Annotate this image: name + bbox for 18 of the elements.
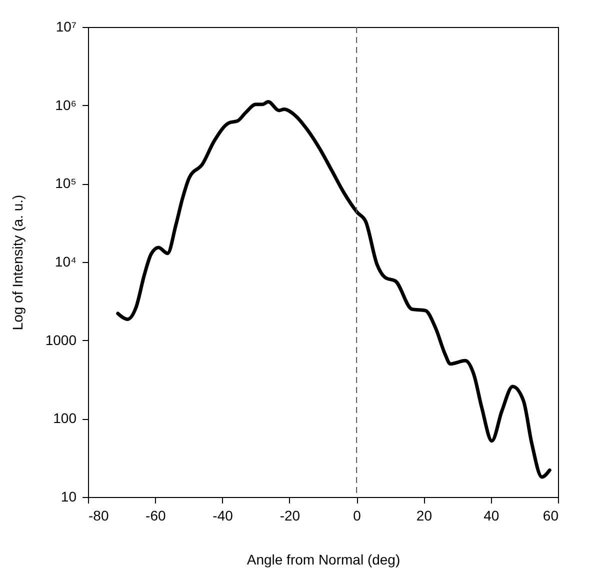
line-series bbox=[116, 100, 552, 479]
y-tick-label: 10 bbox=[60, 488, 77, 504]
y-tick-label: 100 bbox=[53, 410, 77, 426]
x-tick-label: -20 bbox=[280, 508, 300, 524]
y-tick-label: 10⁵ bbox=[55, 175, 76, 192]
x-tick-label: 20 bbox=[416, 508, 432, 524]
x-tick-label: 40 bbox=[484, 508, 500, 524]
x-axis-title: Angle from Normal (deg) bbox=[246, 552, 400, 568]
x-tick-label: 60 bbox=[542, 508, 559, 524]
x-tick-label: -40 bbox=[212, 508, 234, 524]
x-tick-label: 0 bbox=[353, 508, 362, 524]
y-tick-label: 10⁷ bbox=[56, 18, 76, 34]
y-tick-label: 10⁶ bbox=[55, 96, 76, 113]
y-axis-title: Log of Intensity (a. u.) bbox=[9, 194, 26, 330]
y-tick-label: 1000 bbox=[45, 332, 77, 348]
y-tick-label: 10⁴ bbox=[54, 254, 76, 270]
x-tick-label: -60 bbox=[146, 508, 166, 524]
x-tick-label: -80 bbox=[88, 508, 109, 524]
